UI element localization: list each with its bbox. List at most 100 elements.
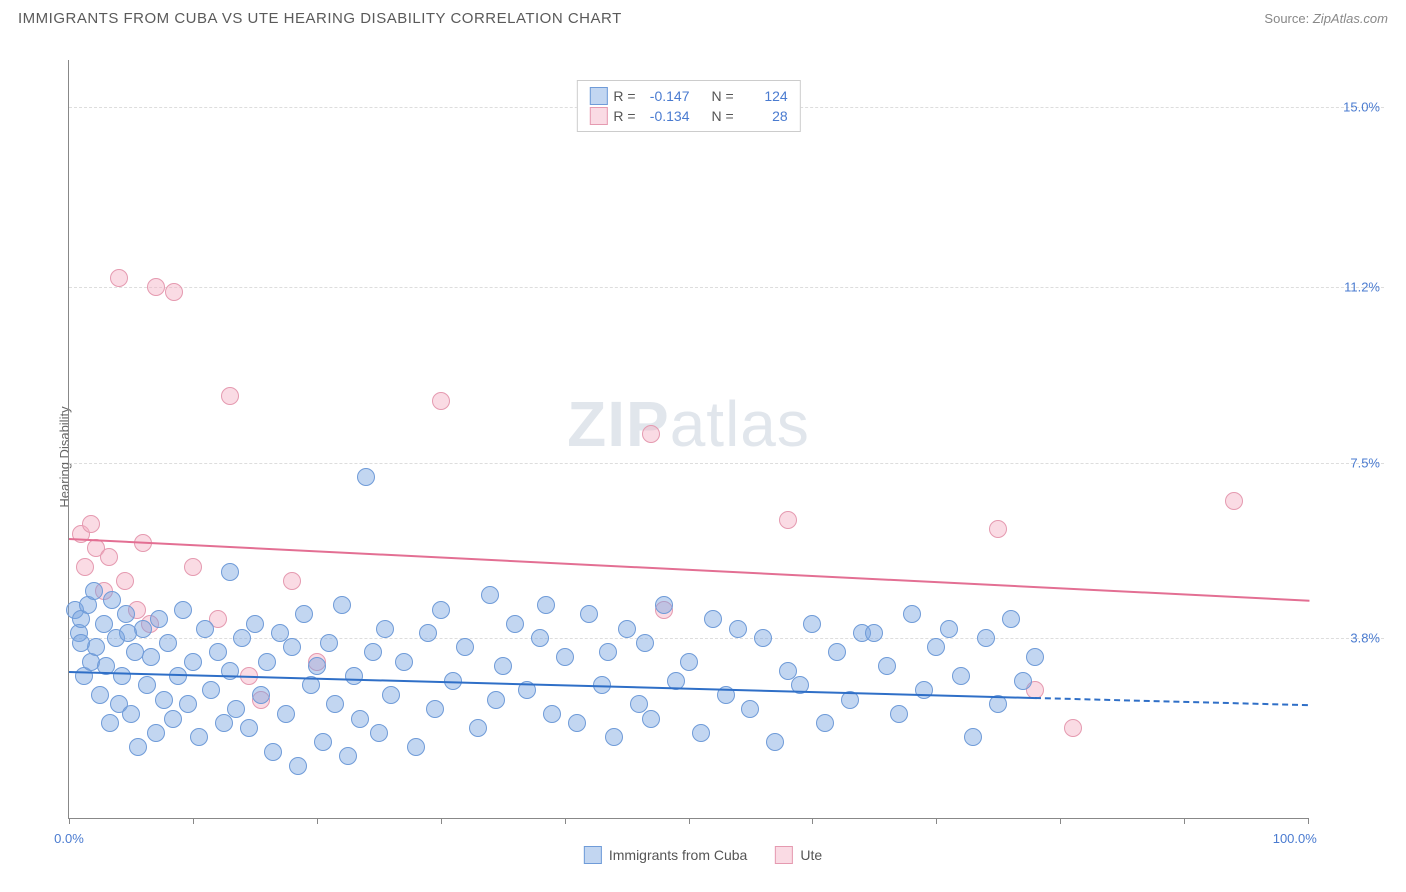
x-tick xyxy=(565,818,566,824)
data-point xyxy=(642,425,660,443)
series-name-b: Ute xyxy=(800,847,822,863)
data-point xyxy=(432,392,450,410)
data-point xyxy=(91,686,109,704)
correlation-legend: R = -0.147 N = 124 R = -0.134 N = 28 xyxy=(576,80,800,132)
data-point xyxy=(903,605,921,623)
trend-line xyxy=(1035,697,1308,706)
series-legend: Immigrants from Cuba Ute xyxy=(584,846,822,864)
data-point xyxy=(101,714,119,732)
data-point xyxy=(580,605,598,623)
data-point xyxy=(351,710,369,728)
data-point xyxy=(110,269,128,287)
swatch-b xyxy=(589,107,607,125)
swatch-a xyxy=(584,846,602,864)
gridline xyxy=(69,463,1384,464)
r-value-a: -0.147 xyxy=(642,88,690,104)
data-point xyxy=(221,563,239,581)
data-point xyxy=(1014,672,1032,690)
data-point xyxy=(142,648,160,666)
x-tick xyxy=(1184,818,1185,824)
swatch-b xyxy=(775,846,793,864)
data-point xyxy=(376,620,394,638)
data-point xyxy=(865,624,883,642)
data-point xyxy=(618,620,636,638)
data-point xyxy=(246,615,264,633)
x-tick xyxy=(1308,818,1309,824)
data-point xyxy=(599,643,617,661)
data-point xyxy=(357,468,375,486)
chart-title: IMMIGRANTS FROM CUBA VS UTE HEARING DISA… xyxy=(18,10,622,27)
data-point xyxy=(531,629,549,647)
data-point xyxy=(82,515,100,533)
trend-line xyxy=(69,538,1309,602)
data-point xyxy=(890,705,908,723)
data-point xyxy=(432,601,450,619)
x-tick-label: 100.0% xyxy=(1273,831,1317,846)
x-tick xyxy=(689,818,690,824)
data-point xyxy=(704,610,722,628)
data-point xyxy=(655,596,673,614)
data-point xyxy=(940,620,958,638)
source-prefix: Source: xyxy=(1264,11,1309,26)
data-point xyxy=(1064,719,1082,737)
data-point xyxy=(345,667,363,685)
data-point xyxy=(119,624,137,642)
data-point xyxy=(283,638,301,656)
data-point xyxy=(754,629,772,647)
data-point xyxy=(1002,610,1020,628)
x-tick-label: 0.0% xyxy=(54,831,84,846)
data-point xyxy=(915,681,933,699)
data-point xyxy=(190,728,208,746)
n-label: N = xyxy=(712,108,734,124)
data-point xyxy=(252,686,270,704)
watermark: ZIPatlas xyxy=(567,387,810,461)
data-point xyxy=(100,548,118,566)
data-point xyxy=(927,638,945,656)
data-point xyxy=(370,724,388,742)
legend-row-b: R = -0.134 N = 28 xyxy=(589,106,787,126)
n-value-b: 28 xyxy=(740,108,788,124)
data-point xyxy=(155,691,173,709)
gridline xyxy=(69,287,1384,288)
data-point xyxy=(164,710,182,728)
n-label: N = xyxy=(712,88,734,104)
data-point xyxy=(481,586,499,604)
data-point xyxy=(308,657,326,675)
x-tick xyxy=(441,818,442,824)
data-point xyxy=(803,615,821,633)
data-point xyxy=(395,653,413,671)
x-tick xyxy=(812,818,813,824)
y-tick-label: 11.2% xyxy=(1344,280,1380,295)
data-point xyxy=(828,643,846,661)
data-point xyxy=(419,624,437,642)
r-label: R = xyxy=(613,108,635,124)
data-point xyxy=(117,605,135,623)
data-point xyxy=(494,657,512,675)
legend-item-b: Ute xyxy=(775,846,822,864)
data-point xyxy=(989,520,1007,538)
data-point xyxy=(766,733,784,751)
data-point xyxy=(779,511,797,529)
n-value-a: 124 xyxy=(740,88,788,104)
data-point xyxy=(283,572,301,590)
data-point xyxy=(147,724,165,742)
source-name: ZipAtlas.com xyxy=(1313,11,1388,26)
data-point xyxy=(636,634,654,652)
data-point xyxy=(184,558,202,576)
data-point xyxy=(339,747,357,765)
data-point xyxy=(320,634,338,652)
data-point xyxy=(227,700,245,718)
data-point xyxy=(469,719,487,737)
legend-item-a: Immigrants from Cuba xyxy=(584,846,747,864)
data-point xyxy=(258,653,276,671)
data-point xyxy=(184,653,202,671)
data-point xyxy=(72,634,90,652)
data-point xyxy=(729,620,747,638)
data-point xyxy=(174,601,192,619)
watermark-atlas: atlas xyxy=(670,388,810,460)
data-point xyxy=(221,387,239,405)
data-point xyxy=(878,657,896,675)
data-point xyxy=(116,572,134,590)
data-point xyxy=(122,705,140,723)
data-point xyxy=(816,714,834,732)
